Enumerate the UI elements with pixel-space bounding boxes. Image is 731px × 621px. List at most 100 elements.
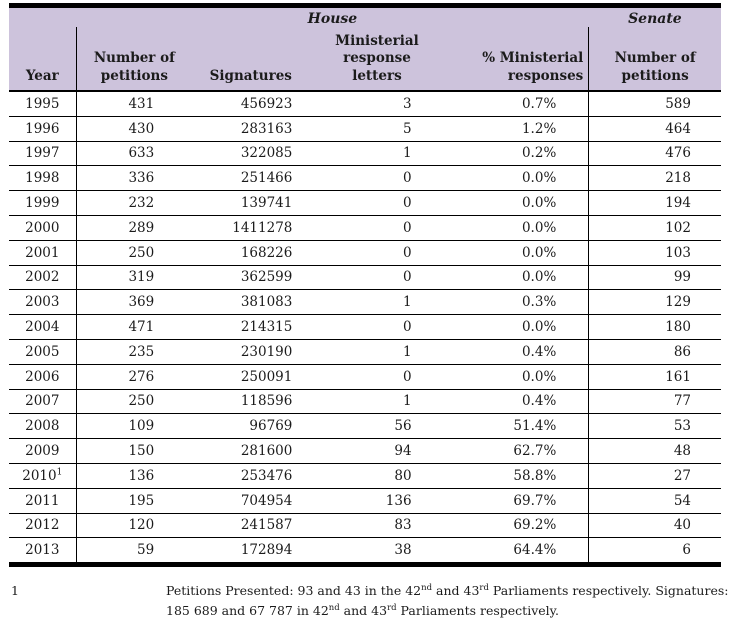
petitions-cell: 276 xyxy=(76,363,193,390)
signatures-cell: 283163 xyxy=(192,115,310,142)
signatures-cell: 251466 xyxy=(192,165,310,191)
footnote-line: 185 689 and 67 787 in 42nd and 43rd Parl… xyxy=(166,602,560,619)
ordinal-superscript: rd xyxy=(479,582,489,593)
pct-cell: 51.4% xyxy=(444,413,590,439)
signatures-cell: 214315 xyxy=(192,314,310,340)
petitions-cell: 336 xyxy=(76,165,193,191)
year-cell: 1998 xyxy=(9,165,77,191)
signatures-cell: 253476 xyxy=(192,462,310,489)
senate-cell: 589 xyxy=(588,90,721,117)
letters-cell: 1 xyxy=(309,388,445,414)
petitions-cell: 430 xyxy=(76,115,193,142)
signatures-cell: 241587 xyxy=(192,512,310,538)
senate-cell: 194 xyxy=(588,190,721,216)
pct-cell: 0.0% xyxy=(444,214,590,241)
letters-cell: 1 xyxy=(309,338,445,365)
senate-cell: 161 xyxy=(588,363,721,390)
house-group-header: House xyxy=(76,5,589,27)
signatures-cell: 362599 xyxy=(192,264,310,290)
letters-cell: 80 xyxy=(309,462,445,489)
year-cell: 2000 xyxy=(9,214,77,241)
petitions-cell: 250 xyxy=(76,239,193,266)
petitions-table: House Senate Year Number of petitions Si… xyxy=(9,3,721,568)
year-cell: 2011 xyxy=(9,487,77,514)
petitions-cell: 471 xyxy=(76,314,193,340)
table-row: 2011 195 704954 136 69.7% 54 xyxy=(9,487,721,514)
signatures-cell: 139741 xyxy=(192,190,310,216)
senate-group-header: Senate xyxy=(588,5,721,27)
table-row: 1999 232 139741 0 0.0% 194 xyxy=(9,190,721,216)
pct-cell: 0.0% xyxy=(444,363,590,390)
year-cell: 1996 xyxy=(9,115,77,142)
pct-cell: 0.0% xyxy=(444,190,590,216)
petitions-cell: 250 xyxy=(76,388,193,414)
senate-cell: 180 xyxy=(588,314,721,340)
senate-cell: 6 xyxy=(588,537,721,565)
year-cell: 2004 xyxy=(9,314,77,340)
letters-cell: 94 xyxy=(309,438,445,464)
senate-cell: 48 xyxy=(588,438,721,464)
letters-cell: 0 xyxy=(309,214,445,241)
table-row: 2008 109 96769 56 51.4% 53 xyxy=(9,413,721,439)
table-row: 2001 250 168226 0 0.0% 103 xyxy=(9,239,721,266)
table-row: 2012 120 241587 83 69.2% 40 xyxy=(9,512,721,538)
petitions-cell: 109 xyxy=(76,413,193,439)
senate-cell: 27 xyxy=(588,462,721,489)
signatures-cell: 704954 xyxy=(192,487,310,514)
letters-cell: 0 xyxy=(309,264,445,290)
letters-cell: 3 xyxy=(309,90,445,117)
petitions-cell: 120 xyxy=(76,512,193,538)
col-header-response-letters: Ministerial response letters xyxy=(309,27,445,92)
senate-cell: 53 xyxy=(588,413,721,439)
petitions-cell: 235 xyxy=(76,338,193,365)
senate-cell: 40 xyxy=(588,512,721,538)
footnote-marker: 1 xyxy=(11,583,19,599)
col-header-senate-petitions: Number of petitions xyxy=(588,27,721,92)
year-cell: 2012 xyxy=(9,512,77,538)
table-row: 2009 150 281600 94 62.7% 48 xyxy=(9,438,721,464)
year-cell: 2013 xyxy=(9,537,77,565)
table-row: 2006 276 250091 0 0.0% 161 xyxy=(9,363,721,390)
senate-cell: 86 xyxy=(588,338,721,365)
ordinal-superscript: nd xyxy=(421,582,433,593)
letters-cell: 5 xyxy=(309,115,445,142)
petitions-cell: 369 xyxy=(76,289,193,315)
year-group-spacer xyxy=(9,5,77,27)
table-row: 2004 471 214315 0 0.0% 180 xyxy=(9,314,721,340)
letters-cell: 1 xyxy=(309,289,445,315)
signatures-cell: 381083 xyxy=(192,289,310,315)
letters-cell: 0 xyxy=(309,239,445,266)
pct-cell: 0.0% xyxy=(444,314,590,340)
col-header-pct-responses: % Ministerial responses xyxy=(444,27,590,92)
letters-cell: 83 xyxy=(309,512,445,538)
footnote-line: Petitions Presented: 93 and 43 in the 42… xyxy=(166,582,729,599)
senate-cell: 129 xyxy=(588,289,721,315)
letters-cell: 0 xyxy=(309,314,445,340)
year-cell: 2002 xyxy=(9,264,77,290)
signatures-cell: 456923 xyxy=(192,90,310,117)
signatures-cell: 281600 xyxy=(192,438,310,464)
pct-cell: 58.8% xyxy=(444,462,590,489)
senate-cell: 103 xyxy=(588,239,721,266)
year-cell: 1995 xyxy=(9,90,77,117)
table-row: 2007 250 118596 1 0.4% 77 xyxy=(9,388,721,414)
table-row: 1995 431 456923 3 0.7% 589 xyxy=(9,90,721,117)
year-cell: 2007 xyxy=(9,388,77,414)
signatures-cell: 250091 xyxy=(192,363,310,390)
table-row: 1997 633 322085 1 0.2% 476 xyxy=(9,140,721,166)
pct-cell: 0.2% xyxy=(444,140,590,166)
senate-cell: 102 xyxy=(588,214,721,241)
col-header-signatures: Signatures xyxy=(192,27,310,92)
chamber-header-row: House Senate xyxy=(9,5,721,27)
table-row: 2000 289 1411278 0 0.0% 102 xyxy=(9,214,721,241)
petitions-cell: 633 xyxy=(76,140,193,166)
year-cell: 2006 xyxy=(9,363,77,390)
signatures-cell: 322085 xyxy=(192,140,310,166)
petitions-cell: 150 xyxy=(76,438,193,464)
table-row: 2002 319 362599 0 0.0% 99 xyxy=(9,264,721,290)
footnote: 1 Petitions Presented: 93 and 43 in the … xyxy=(9,581,731,621)
letters-cell: 1 xyxy=(309,140,445,166)
petitions-cell: 232 xyxy=(76,190,193,216)
letters-cell: 0 xyxy=(309,165,445,191)
